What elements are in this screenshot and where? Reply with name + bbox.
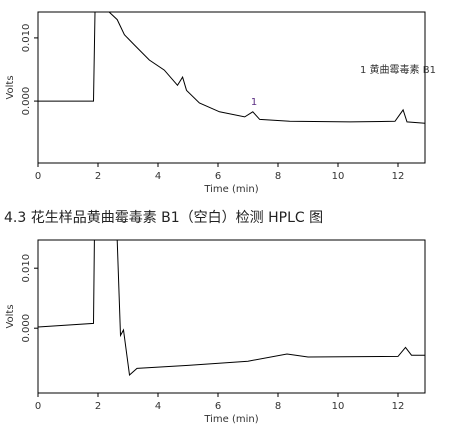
trace (38, 11, 426, 124)
plot-frame (37, 239, 426, 394)
x-tick-label: 8 (275, 171, 281, 182)
trace (37, 239, 425, 376)
x-tick-label: 2 (95, 401, 101, 412)
x-axis-label: Time (min) (203, 184, 258, 195)
plot-frame (37, 11, 426, 164)
x-tick-label: 4 (155, 171, 161, 182)
x-tick-label: 4 (155, 401, 161, 412)
y-tick-label: 0.010 (21, 24, 32, 53)
y-axis-label: Volts (5, 304, 16, 328)
x-tick-label: 6 (215, 401, 221, 412)
y-tick-label: 0.000 (21, 87, 32, 116)
y-tick-label: 0.010 (21, 254, 32, 283)
y-tick-label: 0.000 (21, 314, 32, 343)
x-tick-label: 10 (332, 401, 345, 412)
x-tick-label: 6 (215, 171, 221, 182)
x-tick-label: 2 (95, 171, 101, 182)
x-tick-label: 10 (332, 171, 345, 182)
x-tick-label: 0 (35, 171, 41, 182)
y-axis-label: Volts (5, 75, 16, 99)
x-tick-label: 0 (35, 401, 41, 412)
annotation: 1 黄曲霉毒素 B1 (360, 63, 436, 76)
x-tick-label: 12 (392, 171, 405, 182)
x-tick-label: 12 (392, 401, 405, 412)
x-tick-label: 8 (275, 401, 281, 412)
x-axis-label: Time (min) (203, 414, 258, 425)
caption: 4.3 花生样品黄曲霉毒素 B1（空白）检测 HPLC 图 (4, 209, 323, 226)
peak-label: 1 (251, 97, 257, 108)
